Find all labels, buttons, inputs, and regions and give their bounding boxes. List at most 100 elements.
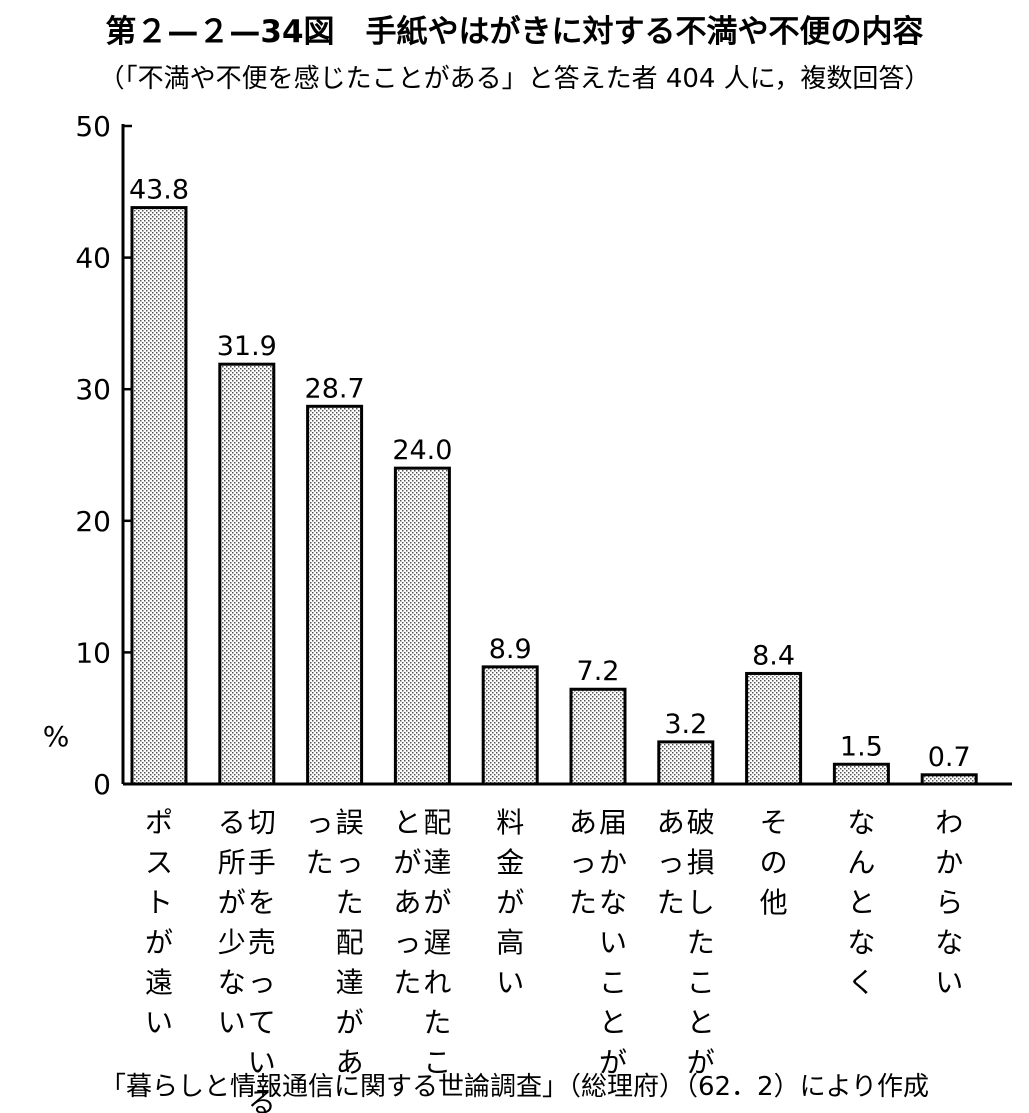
category-char: い xyxy=(145,1006,173,1039)
category-char: な xyxy=(935,926,963,959)
category-char: そ xyxy=(760,806,788,839)
category-char: と xyxy=(847,886,875,919)
value-label: 8.9 xyxy=(489,634,532,665)
bar xyxy=(393,466,451,786)
category-char: 達 xyxy=(423,846,451,879)
category-char: こ xyxy=(687,966,715,999)
category-char: っ xyxy=(248,966,276,999)
bar xyxy=(569,687,627,786)
y-tick-label: 20 xyxy=(75,505,111,538)
category-char: あ xyxy=(393,886,421,919)
category-char: こ xyxy=(423,1046,451,1079)
bar xyxy=(481,665,539,786)
category-char: ん xyxy=(847,846,875,879)
bar xyxy=(745,671,803,786)
category-char: ら xyxy=(935,886,963,919)
category-char: 少 xyxy=(218,926,246,959)
category-char: ポ xyxy=(145,806,173,839)
value-label: 0.7 xyxy=(928,742,971,773)
bar xyxy=(832,762,890,786)
y-tick-label: 0 xyxy=(93,768,111,801)
category-char: い xyxy=(935,966,963,999)
axes: 0 10 20 30 40 50% xyxy=(43,110,1012,801)
category-char: と xyxy=(393,806,421,839)
category-char: 料 xyxy=(496,806,524,839)
category-char: 他 xyxy=(760,886,788,919)
bars xyxy=(130,206,978,786)
chart-subtitle: （「不満や不便を感じたことがある」と答えた者 404 人に，複数回答） xyxy=(98,64,931,94)
category-char: な xyxy=(847,806,875,839)
category-char: が xyxy=(687,1046,715,1079)
category-label: その他 xyxy=(760,806,788,919)
category-char: が xyxy=(336,1006,364,1039)
category-char: た xyxy=(569,886,597,919)
category-char: 切 xyxy=(248,806,276,839)
category-char: っ xyxy=(657,846,685,879)
category-char: と xyxy=(687,1006,715,1039)
category-char: が xyxy=(393,846,421,879)
category-char: か xyxy=(599,846,627,879)
category-char: た xyxy=(306,846,334,879)
category-char: 届 xyxy=(599,806,627,839)
category-char: が xyxy=(145,926,173,959)
category-char: い xyxy=(218,1006,246,1039)
category-char: 誤 xyxy=(336,806,364,839)
category-char: た xyxy=(393,966,421,999)
category-char: た xyxy=(687,926,715,959)
y-tick-label: 50 xyxy=(75,110,111,143)
value-label: 3.2 xyxy=(664,709,707,740)
bar xyxy=(306,404,364,786)
category-char: 配 xyxy=(423,806,451,839)
category-char: 手 xyxy=(248,846,276,879)
category-char: っ xyxy=(336,846,364,879)
category-char: れ xyxy=(423,966,451,999)
category-char: な xyxy=(847,926,875,959)
category-char: わ xyxy=(935,806,963,839)
category-char: が xyxy=(423,886,451,919)
category-char: こ xyxy=(599,966,627,999)
labels: 43.8ポストが遠い31.9切手を売っているる所が少ない28.7誤った配達があっ… xyxy=(129,175,971,1113)
value-label: 7.2 xyxy=(577,656,620,687)
category-char: い xyxy=(248,1046,276,1079)
category-char: あ xyxy=(336,1046,364,1079)
category-char: っ xyxy=(306,806,334,839)
category-char: 遅 xyxy=(423,926,451,959)
category-char: る xyxy=(248,1086,276,1113)
source-note: 「暮らしと情報通信に関する世論調査」（総理府）（62．2）により作成 xyxy=(99,1072,930,1102)
value-label: 1.5 xyxy=(840,731,883,762)
bar xyxy=(920,773,978,786)
bar xyxy=(130,206,188,786)
category-char: か xyxy=(935,846,963,879)
category-char: と xyxy=(599,1006,627,1039)
value-label: 43.8 xyxy=(129,175,189,206)
category-char: る xyxy=(218,806,246,839)
category-char: た xyxy=(657,886,685,919)
category-char: 破 xyxy=(687,806,715,839)
category-char: い xyxy=(496,966,524,999)
category-char: ス xyxy=(145,846,173,879)
category-char: た xyxy=(423,1006,451,1039)
category-char: し xyxy=(687,886,715,919)
value-label: 24.0 xyxy=(392,435,452,466)
value-label: 31.9 xyxy=(217,331,277,362)
y-tick-label: 30 xyxy=(75,373,111,406)
y-tick-label: 40 xyxy=(75,242,111,275)
category-char: あ xyxy=(569,806,597,839)
category-char: 達 xyxy=(336,966,364,999)
y-tick-label: 10 xyxy=(75,636,111,669)
category-char: が xyxy=(218,886,246,919)
category-char: あ xyxy=(657,806,685,839)
bar xyxy=(657,740,715,786)
category-char: ト xyxy=(145,886,173,919)
category-char: た xyxy=(336,886,364,919)
category-char: っ xyxy=(393,926,421,959)
